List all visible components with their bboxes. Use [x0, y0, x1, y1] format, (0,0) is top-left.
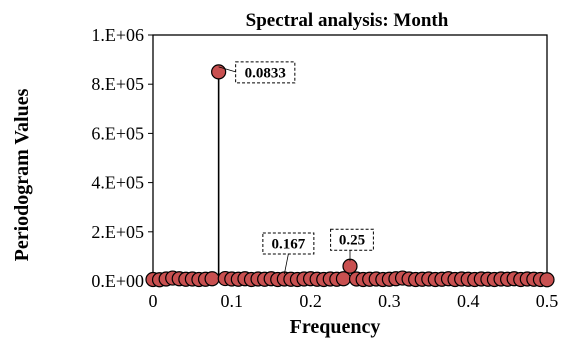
x-tick-label: 0.2	[299, 291, 322, 311]
data-point	[539, 272, 555, 288]
y-tick-label: 0.E+00	[91, 271, 144, 291]
annotation-box	[262, 232, 315, 255]
x-tick-label: 0.4	[457, 291, 480, 311]
y-axis: 0.E+00 2.E+05 4.E+05 6.E+05 8.E+05 1.E+06	[91, 25, 153, 291]
x-axis: 0 0.1 0.2 0.3 0.4 0.5	[149, 281, 559, 311]
x-axis-label: Frequency	[290, 316, 381, 338]
y-axis-label: Periodogram Values	[11, 88, 33, 261]
y-tick-label: 6.E+05	[91, 123, 144, 143]
annotation-box	[330, 228, 374, 251]
data-point	[204, 271, 220, 287]
annotation-box	[235, 61, 296, 84]
x-tick-label: 0	[149, 291, 158, 311]
chart-title: Spectral analysis: Month	[246, 10, 449, 31]
annotations: 0.0833 0.167 0.25	[218, 61, 374, 275]
data-point	[342, 258, 358, 274]
data-point	[211, 64, 227, 80]
data-point	[335, 271, 352, 287]
annotation-label: 0.167	[271, 237, 305, 253]
annotation-leader	[218, 66, 236, 73]
annotation-label: 0.0833	[245, 65, 286, 81]
annotation-label: 0.25	[339, 233, 365, 249]
x-tick-label: 0.1	[221, 291, 244, 311]
y-tick-label: 2.E+05	[91, 222, 144, 242]
x-tick-label: 0.3	[378, 291, 401, 311]
x-tick-label: 0.5	[536, 291, 559, 311]
y-tick-label: 4.E+05	[91, 173, 144, 193]
annotation-leader	[283, 253, 289, 275]
y-tick-label: 1.E+06	[91, 25, 144, 45]
y-tick-label: 8.E+05	[91, 74, 144, 94]
data-points	[145, 64, 555, 288]
